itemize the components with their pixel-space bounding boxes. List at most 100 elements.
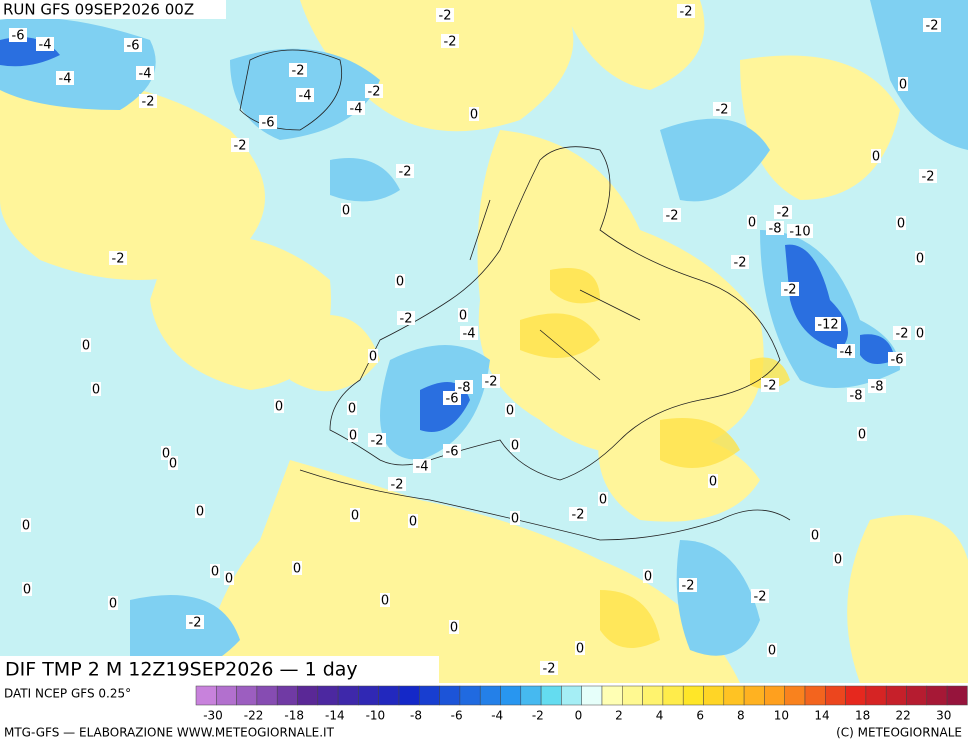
colorbar-swatch bbox=[276, 685, 298, 706]
label-bg bbox=[395, 274, 405, 288]
colorbar-label: -14 bbox=[325, 709, 345, 723]
label-bg bbox=[161, 446, 171, 460]
label-bg bbox=[708, 474, 718, 488]
label-bg bbox=[22, 582, 32, 596]
colorbar-swatch bbox=[479, 685, 501, 706]
source-label: DATI NCEP GFS 0.25° bbox=[4, 687, 131, 701]
contour-label: 0 bbox=[450, 621, 458, 636]
contour-label: 0 bbox=[506, 404, 514, 419]
contour-label: 0 bbox=[369, 350, 377, 365]
colorbar-label: 10 bbox=[774, 709, 789, 723]
contour-label: -6 bbox=[446, 445, 459, 460]
label-bg bbox=[195, 504, 205, 518]
label-bg bbox=[837, 344, 855, 358]
label-bg bbox=[833, 552, 843, 566]
contour-label: -2 bbox=[444, 35, 457, 50]
label-bg bbox=[455, 380, 473, 394]
label-bg bbox=[168, 456, 178, 470]
colorbar-label: 2 bbox=[615, 709, 623, 723]
colorbar-label: 30 bbox=[936, 709, 951, 723]
contour-label: 0 bbox=[225, 572, 233, 587]
label-bg bbox=[397, 311, 415, 325]
label-bg bbox=[380, 593, 390, 607]
contour-label: 0 bbox=[169, 457, 177, 472]
label-bg bbox=[292, 561, 302, 575]
colorbar-swatch bbox=[662, 685, 684, 706]
label-bg bbox=[365, 84, 383, 98]
label-bg bbox=[413, 459, 431, 473]
label-bg bbox=[540, 661, 558, 675]
contour-label: 0 bbox=[916, 327, 924, 342]
field-box bbox=[0, 656, 439, 683]
contour-label: 0 bbox=[470, 108, 478, 123]
contour-label: -2 bbox=[292, 64, 305, 79]
colorbar-swatch bbox=[317, 685, 339, 706]
colorbar-label: -6 bbox=[451, 709, 463, 723]
header-box bbox=[0, 0, 226, 19]
label-bg bbox=[643, 569, 653, 583]
label-bg bbox=[915, 251, 925, 265]
contour-label: -4 bbox=[139, 67, 152, 82]
colorbar-swatch bbox=[622, 685, 643, 706]
colorbar-swatch bbox=[459, 685, 481, 706]
contour-label: -6 bbox=[891, 353, 904, 368]
label-bg bbox=[893, 326, 911, 340]
label-bg bbox=[81, 338, 91, 352]
colorbar: -30 -22 -18 -14 -10 -8 -6 -4 -2 0 2 4 6 8 10 14 18 22 30 bbox=[195, 685, 968, 723]
label-bg bbox=[731, 255, 749, 269]
contour-label: -4 bbox=[299, 89, 312, 104]
label-bg bbox=[569, 507, 587, 521]
label-bg bbox=[109, 251, 127, 265]
label-bg bbox=[108, 596, 118, 610]
contour-label: -6 bbox=[127, 39, 140, 54]
label-bg bbox=[368, 433, 386, 447]
label-bg bbox=[289, 63, 307, 77]
colorbar-swatch bbox=[642, 685, 664, 706]
label-bg bbox=[469, 107, 479, 121]
label-bg bbox=[663, 208, 681, 222]
contour-label: 0 bbox=[872, 150, 880, 165]
colorbar-label: 14 bbox=[814, 709, 829, 723]
colorbar-swatch bbox=[500, 685, 522, 706]
contour-label: -8 bbox=[850, 389, 863, 404]
contour-label: -2 bbox=[922, 170, 935, 185]
label-bg bbox=[747, 215, 757, 229]
label-bg bbox=[810, 528, 820, 542]
contour-label: -4 bbox=[39, 38, 52, 53]
contour-label: -6 bbox=[262, 116, 275, 131]
label-bg bbox=[896, 216, 906, 230]
label-bg bbox=[919, 169, 937, 183]
label-bg bbox=[482, 374, 500, 388]
colorbar-label: -22 bbox=[244, 709, 264, 723]
contour-label: -2 bbox=[777, 206, 790, 221]
footer-right: (C) METEOGIORNALE bbox=[836, 726, 962, 740]
contour-label: -2 bbox=[896, 327, 909, 342]
contour-label: -2 bbox=[754, 590, 767, 605]
colorbar-swatch bbox=[195, 685, 217, 706]
colorbar-swatch bbox=[236, 685, 258, 706]
label-bg bbox=[868, 379, 886, 393]
colorbar-swatch bbox=[946, 685, 968, 706]
label-bg bbox=[124, 38, 142, 52]
colorbar-swatch bbox=[337, 685, 359, 706]
label-bg bbox=[441, 34, 459, 48]
label-bg bbox=[449, 620, 459, 634]
label-bg bbox=[510, 511, 520, 525]
label-bg bbox=[443, 444, 461, 458]
label-bg bbox=[898, 77, 908, 91]
contour-label: -2 bbox=[142, 95, 155, 110]
colorbar-swatch bbox=[398, 685, 420, 706]
label-bg bbox=[751, 589, 769, 603]
contour-label: -4 bbox=[416, 460, 429, 475]
colorbar-swatch bbox=[581, 685, 603, 706]
contour-label: 0 bbox=[109, 597, 117, 612]
colorbar-swatch bbox=[906, 685, 928, 706]
contour-label: -4 bbox=[463, 327, 476, 342]
contour-label: -2 bbox=[734, 256, 747, 271]
label-bg bbox=[21, 518, 31, 532]
contour-label: -2 bbox=[391, 478, 404, 493]
contour-label: 0 bbox=[511, 439, 519, 454]
label-bg bbox=[224, 571, 234, 585]
contour-label: 0 bbox=[897, 217, 905, 232]
label-bg bbox=[139, 94, 157, 108]
